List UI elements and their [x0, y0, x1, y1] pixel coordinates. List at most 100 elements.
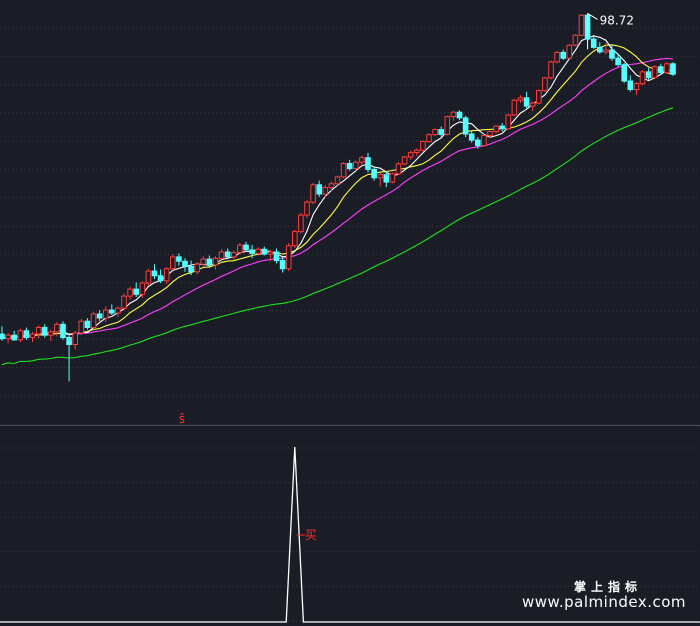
candle-body [292, 231, 298, 247]
candle [322, 185, 329, 198]
candle-body [420, 141, 426, 151]
candle [66, 333, 72, 382]
candle [11, 330, 17, 341]
candle [194, 262, 200, 275]
candle-body [371, 168, 377, 179]
candle [261, 246, 268, 256]
candle [292, 229, 298, 248]
candle-body [60, 323, 66, 338]
candle [310, 182, 316, 205]
candle-body [462, 117, 469, 135]
candle [35, 325, 42, 339]
candle-body [554, 51, 560, 63]
candle [481, 134, 487, 147]
candle-body [603, 49, 609, 53]
candle-body [664, 63, 670, 74]
candle-body [54, 323, 60, 333]
candle [609, 45, 615, 61]
candle [279, 256, 286, 273]
candle [554, 50, 560, 64]
ma20-line [1, 57, 674, 340]
candle [645, 68, 652, 80]
candle-body [322, 187, 329, 195]
candle-body [182, 260, 188, 267]
candle [444, 115, 451, 136]
candle-body [273, 251, 280, 262]
candle [670, 62, 676, 76]
candle [407, 150, 414, 160]
candle-body [23, 330, 30, 338]
candle-body [487, 131, 493, 136]
candle-body [0, 333, 5, 340]
candle-body [66, 337, 72, 345]
candle-body [109, 309, 115, 314]
candle [72, 330, 79, 350]
candle-body [163, 268, 170, 282]
candle-body [285, 245, 292, 270]
candle-body [218, 251, 225, 259]
high-pointer-tick [587, 12, 598, 20]
candle [163, 267, 170, 284]
candle [304, 200, 310, 218]
candle [651, 65, 658, 80]
candle-body [633, 83, 640, 90]
candle-body [279, 260, 286, 270]
candle-body [401, 156, 408, 165]
candle [17, 328, 24, 343]
candle [633, 82, 640, 96]
candle-body [78, 320, 85, 334]
candle [298, 212, 304, 234]
candle [499, 123, 505, 132]
candle [359, 155, 365, 166]
candle-body [127, 288, 133, 297]
candle-body [133, 288, 139, 295]
candle-body [11, 334, 17, 341]
candle-body [237, 244, 243, 254]
candle [603, 42, 609, 55]
candle [115, 306, 121, 318]
candle-body [499, 125, 505, 130]
candle-body [29, 333, 36, 339]
watermark-brand: 掌上指标 [573, 580, 642, 594]
candle-body [432, 129, 438, 136]
candle-body [194, 263, 200, 273]
candle [212, 256, 219, 270]
candle-body [170, 256, 176, 270]
candle [517, 95, 524, 103]
candle-body [145, 270, 152, 284]
candle-body [407, 152, 414, 158]
candle-body [426, 134, 432, 143]
candle-body [517, 97, 524, 101]
candle [432, 128, 438, 137]
candle-body [5, 334, 11, 340]
candle-body [328, 183, 335, 189]
candle [151, 264, 158, 279]
candle [371, 167, 377, 181]
candle-body [365, 157, 371, 170]
candle-body [615, 57, 621, 66]
candle-body [267, 251, 274, 255]
candle [426, 133, 432, 143]
candle-body [493, 125, 499, 133]
candle [548, 60, 554, 80]
candle-body [200, 258, 207, 265]
candle [316, 180, 322, 197]
candle [615, 53, 621, 67]
candle-body [310, 184, 316, 203]
candle-body [84, 320, 91, 329]
candle-body [41, 327, 48, 336]
candle [389, 172, 396, 184]
candle [170, 254, 176, 271]
candle [383, 171, 390, 188]
candle-body [542, 77, 548, 92]
candle [23, 327, 30, 340]
candle-body [139, 282, 146, 295]
candle [84, 318, 91, 330]
candle [621, 63, 628, 83]
candle-body [121, 295, 127, 309]
candlesticks [0, 13, 676, 382]
candle-body [505, 114, 512, 130]
candle-body [188, 266, 194, 273]
candle [41, 324, 48, 338]
